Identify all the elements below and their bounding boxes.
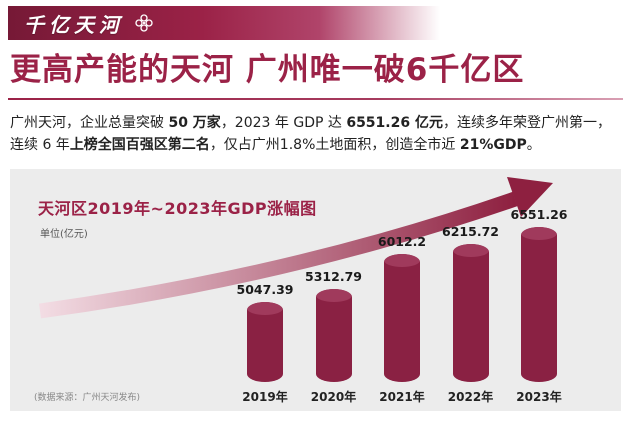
intro-segment: 上榜全国百强区第二名 [69, 136, 210, 153]
bar-cylinder [452, 243, 489, 382]
flower-icon [135, 14, 153, 32]
bar-year-label: 2021年 [379, 389, 425, 404]
bar-top-ellipse [521, 226, 557, 240]
chart-title: 天河区2019年~2023年GDP涨幅图 [38, 198, 317, 218]
bar-group: 5047.39 2019年 [232, 282, 298, 405]
headline: 更高产能的天河 广州唯一破6千亿区 [10, 52, 525, 88]
intro-paragraph: 广州天河，企业总量突破 50 万家，2023 年 GDP 达 6551.26 亿… [10, 112, 621, 156]
bars-container: 5047.39 2019年 5312.79 2020年 6012.2 2021年 6215.… [232, 207, 572, 405]
bar-year-label: 2019年 [242, 389, 288, 404]
bar-value-label: 6215.72 [442, 223, 499, 239]
bar-value-label: 5312.79 [305, 268, 362, 284]
bar-top-ellipse [247, 301, 283, 315]
data-source: (数据来源：广州天河发布) [34, 392, 141, 403]
bar-group: 6012.2 2021年 [369, 234, 435, 405]
bar-cylinder [315, 288, 352, 382]
bar-year-label: 2020年 [310, 389, 357, 404]
bar-year-label: 2023年 [516, 389, 562, 404]
intro-segment: 50 万家 [168, 114, 221, 131]
intro-segment: ，仅占广州1.8%土地面积，创造全市近 [209, 136, 460, 153]
chart-unit-label: 单位(亿元) [40, 228, 88, 240]
bar-value-label: 5047.39 [236, 281, 294, 297]
bar-year-label: 2022年 [447, 389, 494, 404]
bar-group: 6215.72 2022年 [438, 224, 504, 405]
bar-group: 5312.79 2020年 [301, 269, 367, 405]
bar-top-ellipse [315, 288, 352, 302]
intro-segment: 。 [526, 136, 541, 153]
bar-value-label: 6012.2 [377, 233, 427, 249]
bar-value-label: 6551.26 [510, 206, 568, 222]
bar-top-ellipse [452, 243, 489, 257]
intro-segment: 21%GDP [459, 136, 527, 153]
intro-segment: 广州天河，企业总量突破 [10, 114, 169, 131]
page: 千亿天河 更高产能的天河 广州唯一破6千亿区 广州天河，企业总量突破 50 万家… [0, 6, 631, 411]
intro-segment: ，2023 年 GDP 达 [220, 114, 347, 131]
gdp-chart-panel: 天河区2019年~2023年GDP涨幅图 单位(亿元) 5047.39 2019年… [10, 168, 621, 411]
intro-segment: ，连续多年荣登广州第一，连续 6 年 [10, 114, 611, 153]
banner-title: 千亿天河 [24, 12, 124, 37]
bar-cylinder [521, 226, 557, 382]
bar-cylinder [247, 301, 283, 382]
bar-group: 6551.26 2023年 [506, 207, 572, 405]
headline-divider [8, 97, 623, 100]
bar-top-ellipse [384, 253, 420, 267]
bar-cylinder [384, 253, 420, 382]
banner-ribbon: 千亿天河 [8, 6, 440, 40]
intro-segment: 6551.26 亿元 [346, 114, 443, 131]
